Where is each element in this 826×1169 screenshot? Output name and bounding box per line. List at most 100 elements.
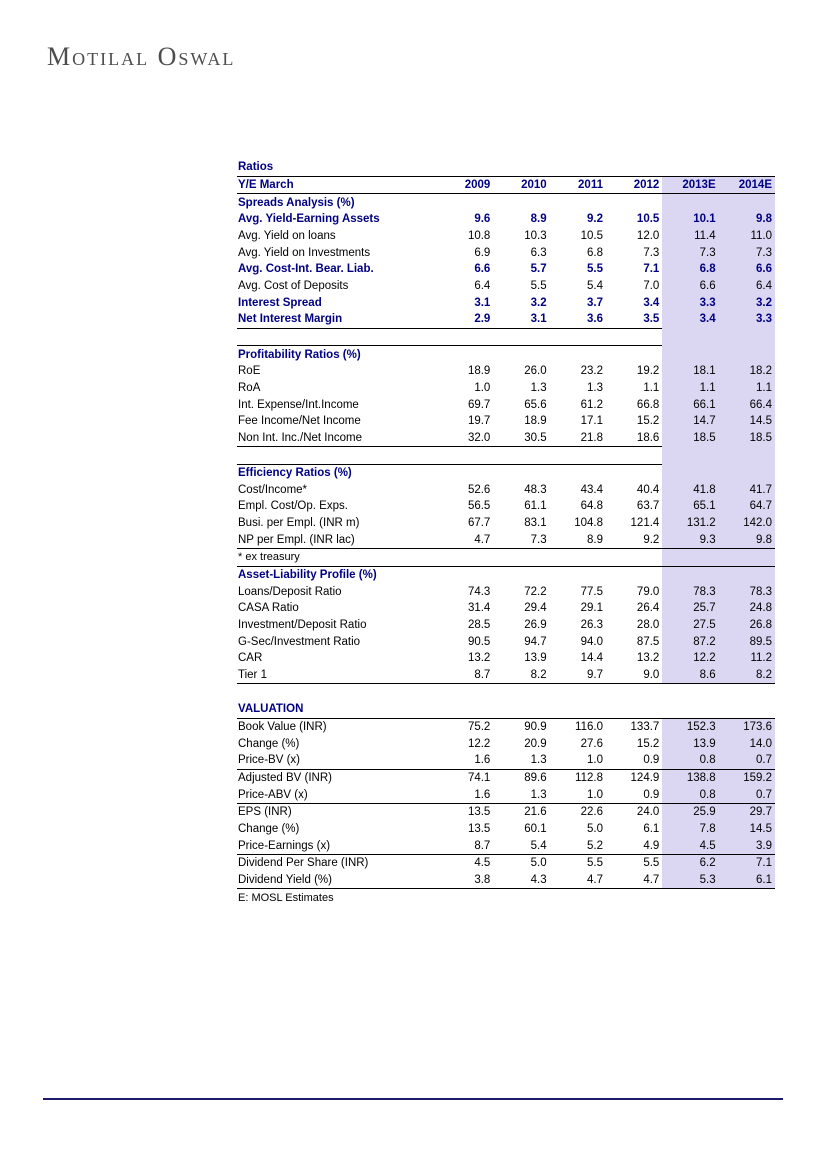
row-value: 6.9 [474,246,491,259]
row-value: 124.9 [630,771,660,784]
row-label: Avg. Cost-Int. Bear. Liab. [238,263,374,276]
table-row-data: Adjusted BV (INR) 74.1 89.6 112.8 124.9 138.8… [237,769,775,787]
row-value: 1.1 [643,381,660,394]
row-value: 90.9 [524,720,547,733]
table-row-section: Spreads Analysis (%) [237,193,775,211]
row-value [719,684,775,701]
table-row-data: Fee Income/Net Income 19.7 18.9 17.1 15.2 14.… [237,412,775,430]
row-value: 65.6 [524,398,547,411]
row-value: 18.9 [467,365,491,378]
row-value [493,463,550,482]
row-value: 6.2 [662,854,719,872]
row-label: Asset-Liability Profile (%) [238,569,377,582]
row-value: 21.6 [524,806,547,819]
row-label: G-Sec/Investment Ratio [238,635,361,648]
row-value: 60.1 [524,822,547,835]
row-value: 78.3 [662,583,719,601]
table-row-data: NP per Empl. (INR lac) 4.7 7.3 8.9 9.2 9.3 9.8 [237,531,775,550]
row-label: Profitability Ratios (%) [237,345,437,363]
row-value: 14.0 [718,735,775,752]
row-value [437,194,493,211]
row-value: 5.2 [549,837,606,855]
row-value: 2013E [662,175,719,195]
row-value: 14.4 [580,652,603,665]
row-value: 18.6 [605,429,663,448]
row-value: 6.3 [530,246,547,259]
row-value: 5.4 [586,279,603,292]
row-value: 0.7 [718,786,775,804]
row-label: Loans/Deposit Ratio [238,585,342,598]
row-value [437,159,493,176]
row-value: 23.2 [580,365,603,378]
row-value: 0.8 [662,786,719,804]
row-value [550,566,606,583]
row-label: Price-BV (x) [237,751,437,770]
row-label [237,328,437,346]
row-label: Avg. Yield-Earning Assets [238,213,380,226]
row-value: 3.5 [605,310,663,329]
row-value: 11.0 [718,227,775,245]
row-value: 72.2 [524,585,547,598]
row-value: 9.3 [662,531,719,550]
row-value: 13.9 [662,735,719,752]
row-value [662,701,719,719]
row-label: Dividend Per Share (INR) [238,857,369,870]
row-value: 66.8 [636,398,660,411]
table-row-data: Loans/Deposit Ratio 74.3 72.2 77.5 79.0 78.3 7… [237,583,775,601]
row-value: 14.5 [718,412,775,430]
table-row-data: CASA Ratio 31.4 29.4 29.1 26.4 25.7 24.8 [237,600,775,617]
row-value: 27.6 [580,737,603,750]
row-value [550,159,606,176]
row-value [606,194,662,211]
table-row-data: Busi. per Empl. (INR m) 67.7 83.1 104.8 121.… [237,514,775,532]
row-value: 13.2 [636,652,660,665]
row-value: 9.2 [605,531,663,550]
row-value: 5.5 [586,857,603,870]
row-label: Adjusted BV (INR) [238,771,332,784]
row-value: 142.0 [718,514,775,532]
row-value: 6.1 [643,822,660,835]
row-value [437,684,493,701]
row-value: 31.4 [467,602,491,615]
row-value: 24.0 [636,806,660,819]
row-value: 7.0 [643,279,660,292]
row-value [606,159,662,176]
row-value: 28.5 [467,619,491,632]
row-value [605,463,663,482]
table-row-gap [237,446,775,465]
row-value [437,447,493,465]
table-row-data: Tier 1 8.7 8.2 9.7 9.0 8.6 8.2 [237,666,775,685]
row-value [437,345,494,363]
table-row-data: Int. Expense/Int.Income 69.7 65.6 61.2 66.8 6… [237,396,775,413]
row-value: 67.7 [467,517,491,530]
row-value: 3.4 [643,296,660,309]
row-label: Interest Spread [238,296,322,309]
row-value: 19.2 [636,365,660,378]
row-label: E: MOSL Estimates [238,891,334,904]
row-value: 17.1 [580,415,603,428]
row-value: 5.4 [493,837,550,855]
row-value: 1.3 [493,786,550,804]
row-value: 61.1 [524,500,547,513]
row-value: 6.6 [718,260,775,278]
row-value: 5.0 [530,857,547,870]
row-label [237,684,437,701]
row-value: 29.7 [718,803,775,821]
row-label: Int. Expense/Int.Income [238,398,359,411]
row-value: 5.5 [586,263,603,276]
row-value: 26.8 [718,616,775,634]
row-label: EPS (INR) [238,806,292,819]
row-value: 0.7 [718,751,775,770]
row-label: NP per Empl. (INR lac) [237,531,437,550]
row-label: Change (%) [238,737,300,750]
row-value: 75.2 [467,720,491,733]
row-value [662,464,719,482]
row-value: 20.9 [524,737,547,750]
row-value: 6.1 [718,871,775,890]
row-value: 41.7 [718,481,775,499]
row-value: 9.7 [549,666,606,685]
row-value: 9.8 [718,210,775,228]
row-value: 4.7 [437,531,494,550]
table-row-data: Price-Earnings (x) 8.7 5.4 5.2 4.9 4.5 3.9 [237,837,775,855]
row-value: 121.4 [630,517,660,530]
